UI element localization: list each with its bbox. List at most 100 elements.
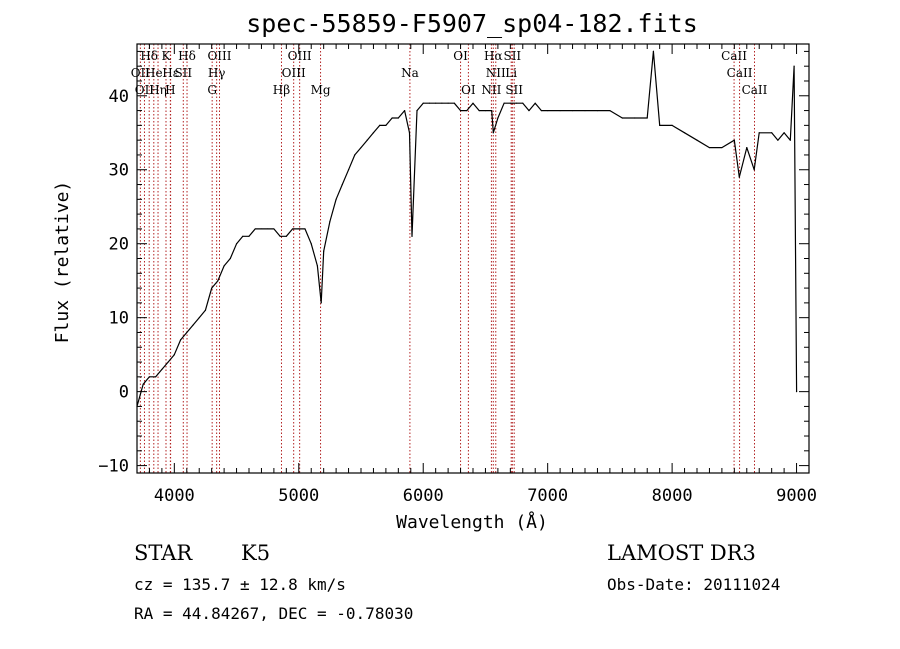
spectral-line-label: Hα xyxy=(484,49,503,63)
x-axis: 4000 5000 6000 7000 8000 9000 xyxy=(136,44,817,506)
data-point xyxy=(733,139,735,141)
data-point xyxy=(372,132,375,134)
redshift-readout: cz = 135.7 ± 12.8 km/s xyxy=(134,575,346,594)
data-point xyxy=(738,176,740,178)
data-point xyxy=(509,102,511,104)
y-tick-label: 40 xyxy=(109,87,129,107)
data-point xyxy=(186,331,188,334)
data-point xyxy=(148,376,151,378)
spectral-line-label: Hη xyxy=(149,83,167,97)
data-point xyxy=(497,117,499,119)
data-point xyxy=(771,132,773,134)
data-point xyxy=(758,132,760,134)
data-point xyxy=(320,302,322,304)
data-point xyxy=(621,117,623,119)
data-point xyxy=(204,309,207,311)
data-point xyxy=(584,109,586,112)
data-point xyxy=(167,361,169,363)
y-tick-label: 20 xyxy=(109,235,129,255)
x-axis-label: Wavelength (Å) xyxy=(396,511,548,533)
coordinates-readout: RA = 44.84267, DEC = -0.78030 xyxy=(134,604,413,623)
data-point xyxy=(646,117,648,119)
data-point xyxy=(298,228,300,230)
data-point xyxy=(385,124,387,126)
data-point xyxy=(708,146,711,149)
data-point xyxy=(229,257,231,260)
data-point xyxy=(721,146,723,149)
data-point xyxy=(347,169,350,171)
data-point xyxy=(466,109,468,112)
data-point xyxy=(534,102,536,104)
data-point xyxy=(260,228,263,230)
spectral-line-label: H xyxy=(165,83,175,97)
data-point xyxy=(192,324,194,326)
spectral-line-label: OIII xyxy=(288,49,312,63)
y-tick-label: 0 xyxy=(119,383,129,403)
data-point xyxy=(341,183,343,186)
spectral-line-label: OII xyxy=(135,83,155,97)
data-point xyxy=(547,109,549,112)
spectral-line-label: Li xyxy=(505,66,517,80)
spectral-line-label: Hδ xyxy=(140,49,158,63)
data-point xyxy=(403,109,406,112)
data-point xyxy=(304,228,306,230)
data-point xyxy=(571,109,574,112)
data-point xyxy=(316,265,319,267)
data-point xyxy=(441,102,443,104)
series-group xyxy=(136,50,798,408)
data-point xyxy=(609,109,611,112)
spectral-line-label: CaII xyxy=(721,49,747,63)
data-point xyxy=(248,235,250,237)
data-point xyxy=(279,235,281,237)
series-line xyxy=(136,50,798,407)
data-point xyxy=(411,235,413,237)
data-point xyxy=(492,132,494,134)
data-point xyxy=(285,235,287,237)
spectral-line-label: Na xyxy=(401,66,419,80)
data-point xyxy=(323,250,325,252)
data-point xyxy=(528,109,530,112)
data-point xyxy=(217,280,219,282)
data-point xyxy=(360,146,362,149)
spectral-line-label: Hε xyxy=(162,66,179,80)
spectral-line-label: Mg xyxy=(311,83,331,97)
data-point xyxy=(515,102,518,104)
spectral-line-label: SII xyxy=(505,83,523,97)
data-point xyxy=(291,228,294,230)
spectral-line-label: NII xyxy=(481,83,501,97)
plot-border xyxy=(136,43,810,474)
data-point xyxy=(540,109,543,112)
data-point xyxy=(795,391,798,393)
spectral-line-label: He xyxy=(145,66,163,80)
data-point xyxy=(416,109,418,112)
survey-name: LAMOST DR3 xyxy=(607,541,756,565)
x-tick-label: 7000 xyxy=(527,486,568,506)
data-point xyxy=(522,102,524,104)
data-point xyxy=(223,265,225,267)
data-point xyxy=(173,354,175,356)
data-point xyxy=(408,132,411,134)
spectral-line-label: Hβ xyxy=(273,83,290,97)
data-point xyxy=(634,117,636,119)
data-point xyxy=(366,139,368,141)
data-point xyxy=(596,109,599,112)
data-point xyxy=(491,109,493,112)
data-point xyxy=(652,50,655,52)
y-axis-label: Flux (relative) xyxy=(52,181,73,344)
data-point xyxy=(559,109,561,112)
data-point xyxy=(267,228,269,230)
y-tick-label: −10 xyxy=(98,457,129,477)
spectral-line-markers xyxy=(139,44,755,473)
data-point xyxy=(161,368,163,371)
spectral-line-label: K xyxy=(162,49,172,63)
data-point xyxy=(777,139,779,141)
data-point xyxy=(329,220,331,223)
x-tick-label: 4000 xyxy=(154,486,195,506)
data-point xyxy=(235,243,238,245)
y-tick-label: 10 xyxy=(109,309,129,329)
data-point xyxy=(254,228,256,230)
spectral-line-label: OIII xyxy=(207,49,231,63)
x-tick-label: 6000 xyxy=(403,486,444,506)
data-point xyxy=(310,243,312,245)
spectral-line-label: CaII xyxy=(742,83,768,97)
